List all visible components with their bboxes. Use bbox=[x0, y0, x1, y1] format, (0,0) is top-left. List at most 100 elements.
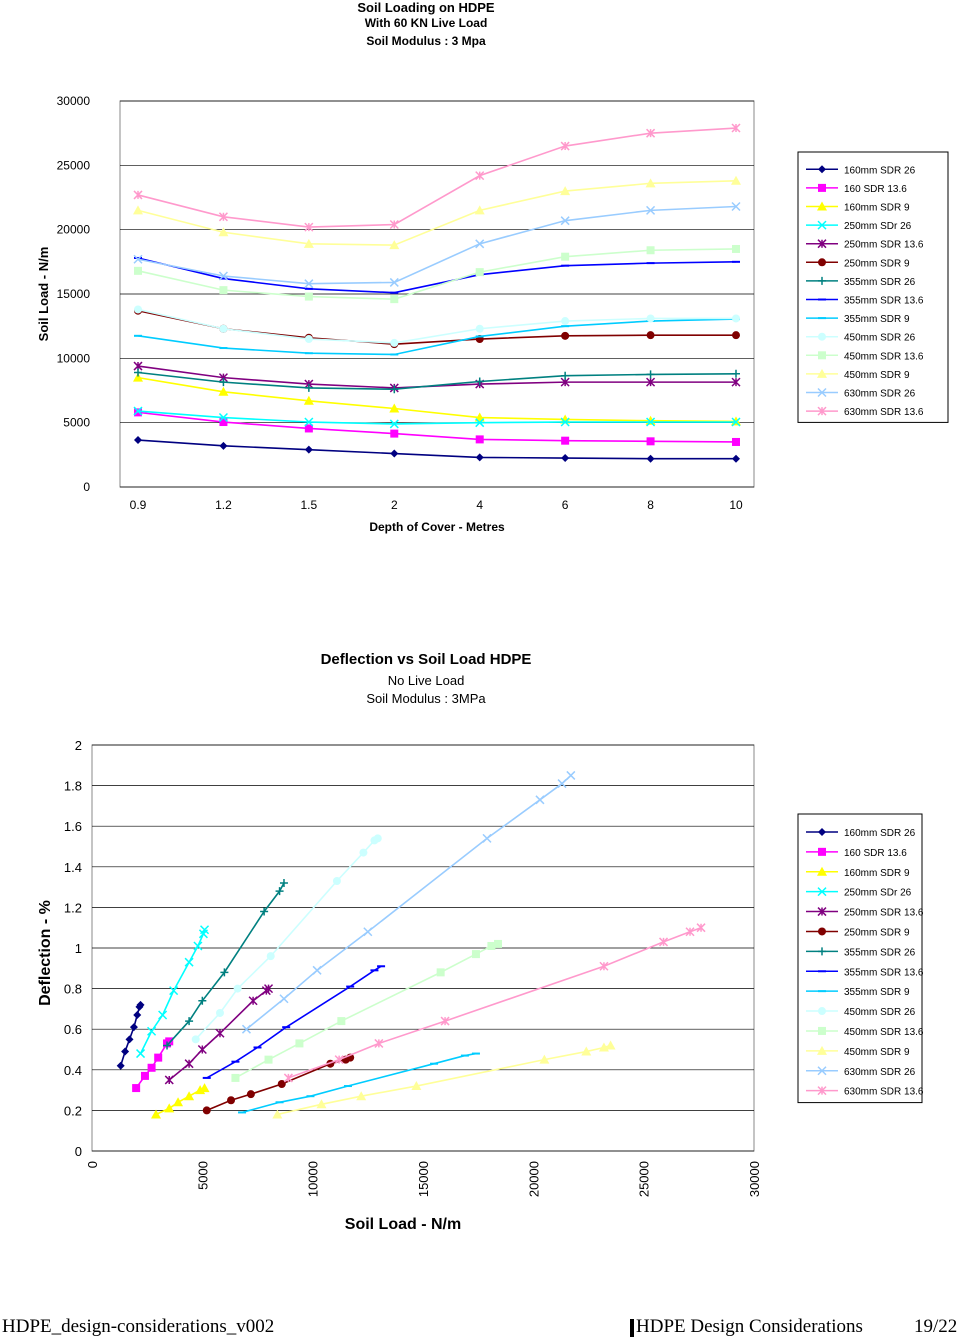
data-point bbox=[295, 1039, 304, 1048]
data-point bbox=[646, 314, 655, 323]
data-point bbox=[154, 1053, 163, 1062]
chart1-svg: 0 5000 10000 15000 20000 25000 30000 0.9 1.2 1.5 2… bbox=[36, 94, 949, 534]
data-point bbox=[304, 287, 313, 290]
data-point bbox=[474, 205, 485, 215]
data-point bbox=[306, 1095, 315, 1098]
series-line bbox=[137, 179, 737, 246]
data-point bbox=[560, 417, 570, 427]
data-point bbox=[646, 262, 655, 265]
data-point bbox=[332, 877, 341, 886]
footer-document-title: HDPE Design Considerations bbox=[636, 1316, 863, 1337]
data-point bbox=[561, 325, 570, 328]
data-point bbox=[731, 417, 741, 427]
data-point bbox=[246, 1090, 255, 1099]
series-line bbox=[137, 308, 736, 344]
data-point bbox=[471, 950, 480, 959]
legend-marker bbox=[818, 298, 826, 301]
data-point bbox=[475, 268, 484, 277]
chart1-subtitle-1: With 60 KN Live Load bbox=[364, 16, 488, 30]
data-point bbox=[696, 923, 706, 933]
data-point bbox=[460, 1054, 469, 1057]
legend-label: 250mm SDR 13.6 bbox=[844, 908, 924, 919]
series-line bbox=[137, 127, 737, 228]
legend-label: 250mm SDR 9 bbox=[844, 927, 910, 938]
y-axis-title: Soil Load - N/m bbox=[36, 247, 51, 342]
data-point bbox=[343, 1085, 352, 1088]
footer-document-name: HDPE_design-considerations_v002 bbox=[2, 1316, 275, 1337]
data-point bbox=[390, 449, 399, 458]
data-point bbox=[304, 335, 313, 344]
legend-label: 160mm SDR 26 bbox=[844, 165, 916, 176]
data-point bbox=[732, 244, 740, 253]
legend-marker bbox=[818, 183, 826, 192]
y-tick-label: 25000 bbox=[57, 158, 91, 172]
x-tick-label: 0.9 bbox=[130, 498, 147, 512]
data-point bbox=[133, 190, 143, 200]
data-point bbox=[266, 952, 275, 961]
legend-marker bbox=[817, 368, 827, 378]
data-point bbox=[370, 969, 379, 972]
data-point bbox=[390, 429, 399, 438]
data-point bbox=[494, 939, 503, 948]
data-point bbox=[646, 331, 655, 340]
data-point bbox=[304, 424, 313, 433]
data-point bbox=[184, 957, 194, 967]
x-tick-label: 8 bbox=[647, 498, 654, 512]
data-point bbox=[732, 454, 740, 463]
data-point bbox=[219, 347, 228, 350]
chart2-svg: 0 0.2 0.4 0.6 0.8 1 1.2 1.4 1.6 1.8 2 0 5000 10000 150… bbox=[37, 738, 924, 1233]
data-point bbox=[231, 1060, 240, 1063]
data-point bbox=[482, 833, 492, 843]
y-tick-label: 1.8 bbox=[64, 779, 82, 794]
legend-marker bbox=[818, 990, 826, 993]
legend-marker bbox=[817, 239, 827, 249]
data-point bbox=[411, 1081, 422, 1091]
y-tick-label: 0.2 bbox=[64, 1103, 82, 1118]
series-line bbox=[137, 376, 737, 423]
data-point bbox=[359, 848, 368, 857]
data-point bbox=[147, 1063, 156, 1072]
chart2-subtitle-2: Soil Modulus : 3MPa bbox=[366, 691, 486, 706]
x-tick-label: 0 bbox=[85, 1161, 100, 1168]
legend-marker bbox=[817, 907, 827, 917]
data-point bbox=[658, 937, 669, 947]
data-point bbox=[316, 1099, 327, 1109]
data-point bbox=[277, 1080, 286, 1089]
data-point bbox=[731, 201, 741, 212]
data-point bbox=[303, 238, 314, 248]
data-point bbox=[731, 377, 741, 387]
data-point bbox=[133, 1010, 142, 1019]
data-point bbox=[218, 271, 228, 281]
data-point bbox=[116, 1061, 125, 1070]
data-point bbox=[389, 219, 399, 230]
chart1-subtitle-2: Soil Modulus : 3 Mpa bbox=[366, 34, 486, 48]
y-tick-label: 0 bbox=[75, 1144, 82, 1159]
data-point bbox=[645, 178, 656, 188]
x-tick-label: 6 bbox=[562, 498, 569, 512]
data-point bbox=[241, 1024, 251, 1034]
data-point bbox=[390, 385, 399, 394]
data-point bbox=[646, 377, 656, 387]
data-point bbox=[134, 256, 142, 259]
legend-label: 160mm SDR 9 bbox=[844, 203, 910, 214]
data-point bbox=[560, 216, 570, 226]
data-point bbox=[560, 186, 571, 196]
legend-marker bbox=[818, 847, 826, 856]
data-point bbox=[133, 406, 143, 416]
data-point bbox=[363, 927, 373, 937]
data-point bbox=[133, 372, 143, 382]
data-point bbox=[218, 386, 229, 396]
data-point bbox=[356, 1091, 367, 1101]
x-tick-label: 20000 bbox=[526, 1161, 541, 1197]
series-line bbox=[137, 257, 737, 294]
series-line bbox=[288, 926, 702, 1079]
data-point bbox=[373, 834, 382, 843]
data-point bbox=[732, 260, 740, 263]
data-point bbox=[200, 925, 210, 935]
data-point bbox=[539, 1054, 550, 1064]
data-point bbox=[304, 417, 314, 427]
data-point bbox=[136, 1000, 145, 1009]
legend-label: 630mm SDR 13.6 bbox=[844, 1087, 924, 1098]
legend-label: 160mm SDR 26 bbox=[844, 828, 916, 839]
data-point bbox=[561, 436, 570, 445]
